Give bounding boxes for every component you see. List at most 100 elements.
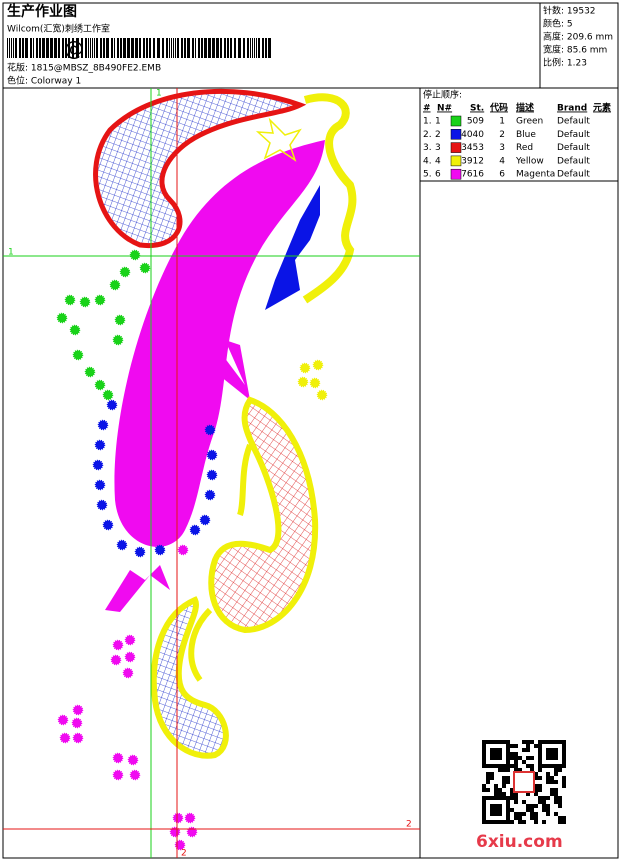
stitch-dot xyxy=(112,639,124,651)
qr-module xyxy=(510,796,514,800)
bar xyxy=(224,38,226,58)
qr-module xyxy=(562,776,566,780)
qr-module xyxy=(546,740,550,744)
stat: 高度: 209.6 mm xyxy=(543,31,613,43)
bar xyxy=(258,38,260,58)
bar xyxy=(39,38,41,58)
bar xyxy=(177,38,179,58)
barcode xyxy=(7,38,271,58)
qr-module xyxy=(538,768,542,772)
qr-module xyxy=(530,740,534,744)
qr-module xyxy=(518,768,522,772)
bar xyxy=(262,38,264,58)
stitches: 4040 xyxy=(461,130,484,140)
qr-module xyxy=(526,748,530,752)
row-index: 3. xyxy=(423,143,432,153)
stitch-dot xyxy=(64,294,76,306)
stitch-dot xyxy=(204,489,216,501)
bar xyxy=(100,38,102,58)
bar xyxy=(216,38,219,58)
stitch-dot xyxy=(102,389,114,401)
stitch-dot xyxy=(72,732,84,744)
qr-module xyxy=(498,748,502,752)
bar xyxy=(139,38,141,58)
bar xyxy=(195,38,196,58)
qr-module xyxy=(514,752,518,756)
bar xyxy=(30,38,32,58)
qr-module xyxy=(530,812,534,816)
bar xyxy=(175,38,176,58)
bar xyxy=(184,38,186,58)
stat: 针数: 19532 xyxy=(543,5,596,17)
stitch-dot xyxy=(109,279,121,291)
qr-module xyxy=(554,764,558,768)
bar xyxy=(135,38,138,58)
bar xyxy=(103,38,105,58)
qr-module xyxy=(482,796,486,800)
qr-module xyxy=(510,820,514,824)
qr-module xyxy=(506,748,510,752)
bar xyxy=(250,38,251,58)
bar xyxy=(9,38,10,58)
bar xyxy=(157,38,160,58)
qr-module xyxy=(546,748,550,752)
qr-module xyxy=(550,776,554,780)
qr-module xyxy=(494,764,498,768)
qr-module xyxy=(486,820,490,824)
stitch-dot xyxy=(134,546,146,558)
bar xyxy=(72,38,74,58)
qr-module xyxy=(562,816,566,820)
qr-module xyxy=(494,792,498,796)
qr-module xyxy=(486,764,490,768)
bar xyxy=(117,38,119,58)
qr-module xyxy=(498,788,502,792)
column-header: St. xyxy=(470,104,484,114)
stitch-dot xyxy=(71,717,83,729)
stitch-dot xyxy=(69,324,81,336)
column-header: N# xyxy=(437,104,452,114)
qr-module xyxy=(514,764,518,768)
stitch-dot xyxy=(174,839,186,851)
qr-module xyxy=(482,756,486,760)
qr-module xyxy=(546,808,550,812)
qr-module xyxy=(498,764,502,768)
qr-module xyxy=(498,808,502,812)
qr-module xyxy=(554,768,558,772)
qr-module xyxy=(562,820,566,824)
color-swatch xyxy=(450,142,462,153)
bar xyxy=(46,38,49,58)
barcode-text: @ xyxy=(64,37,84,61)
bar xyxy=(201,38,203,58)
stitches: 3912 xyxy=(461,156,484,166)
qr-module xyxy=(534,816,538,820)
stitches: 3453 xyxy=(461,143,484,153)
qr-module xyxy=(542,808,546,812)
brand: Default xyxy=(557,170,590,180)
description: Magenta xyxy=(516,170,555,180)
qr-module xyxy=(554,756,558,760)
bar xyxy=(254,38,255,58)
qr-module xyxy=(530,808,534,812)
qr-module xyxy=(554,748,558,752)
code: 2 xyxy=(499,130,505,140)
qr-module xyxy=(530,816,534,820)
qr-module xyxy=(550,780,554,784)
qr-module xyxy=(526,804,530,808)
qr-module xyxy=(490,804,494,808)
qr-module xyxy=(510,792,514,796)
qr-module xyxy=(494,752,498,756)
stitches: 509 xyxy=(467,117,484,127)
stitch-dot xyxy=(139,262,151,274)
stitch-dot xyxy=(186,826,198,838)
description: Red xyxy=(516,143,533,153)
qr-module xyxy=(538,764,542,768)
bar xyxy=(247,38,249,58)
guide-label: 1 xyxy=(156,89,162,99)
qr-module xyxy=(558,820,562,824)
qr-module xyxy=(550,752,554,756)
qr-module xyxy=(550,756,554,760)
qr-module xyxy=(530,768,534,772)
stitch-dot xyxy=(184,812,196,824)
qr-module xyxy=(510,764,514,768)
qr-module xyxy=(522,748,526,752)
